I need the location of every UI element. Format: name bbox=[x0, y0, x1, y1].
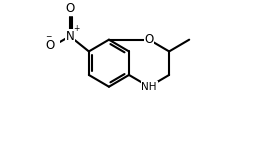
Text: O: O bbox=[144, 33, 154, 46]
Text: O: O bbox=[65, 2, 75, 15]
Text: O: O bbox=[45, 39, 54, 52]
Text: NH: NH bbox=[141, 82, 157, 92]
Text: +: + bbox=[73, 24, 80, 33]
Text: −: − bbox=[46, 32, 52, 41]
Text: N: N bbox=[66, 30, 74, 43]
